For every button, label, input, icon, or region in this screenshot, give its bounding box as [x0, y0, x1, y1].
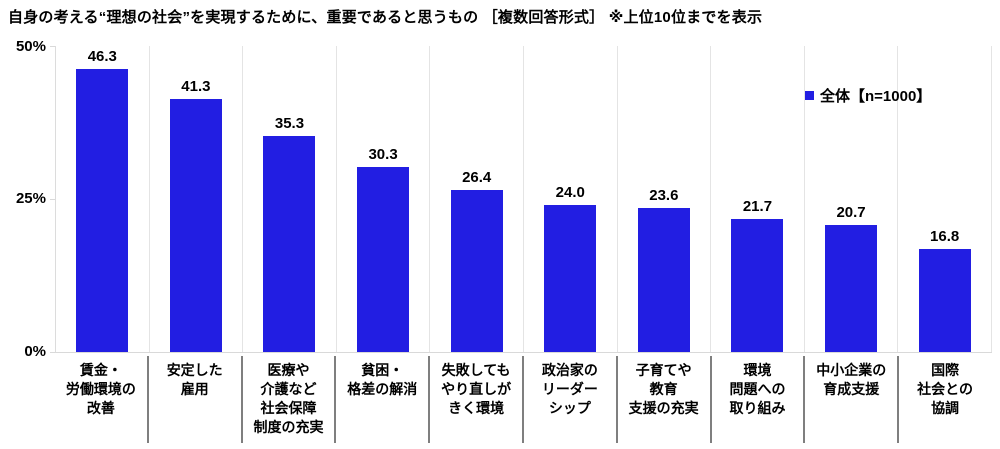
category-label: 貧困・ 格差の解消: [336, 356, 431, 443]
y-axis-tick-label-50: 50%: [15, 38, 46, 55]
bar-column: 41.3: [150, 46, 244, 352]
category-label: 子育てや 教育 支援の充実: [618, 356, 712, 443]
bar: [357, 167, 410, 352]
category-label: 中小企業の 育成支援: [805, 356, 900, 443]
bar-column: 21.7: [711, 46, 805, 352]
category-label: 賃金・ 労働環境の 改善: [55, 356, 149, 443]
bar-column: 35.3: [243, 46, 337, 352]
bar: [918, 249, 971, 352]
bar-column: 20.7: [805, 46, 899, 352]
bar-column: 26.4: [430, 46, 524, 352]
y-axis-tick-label-25: 25%: [15, 190, 46, 207]
bar-value-label: 26.4: [462, 169, 492, 186]
bar-value-label: 20.7: [836, 204, 866, 221]
bar: [169, 99, 222, 352]
category-label: 安定した 雇用: [149, 356, 243, 443]
bar-value-label: 16.8: [930, 228, 960, 245]
y-axis-tickmark: [50, 46, 56, 47]
bar: [731, 219, 784, 352]
bar-value-label: 46.3: [87, 48, 117, 65]
legend-swatch-icon: [805, 91, 814, 100]
legend: 全体【n=1000】: [805, 85, 931, 106]
bar: [450, 190, 503, 352]
category-label: 失敗しても やり直しが きく環境: [430, 356, 524, 443]
bar-column: 23.6: [618, 46, 712, 352]
bar-column: 30.3: [337, 46, 431, 352]
bar-value-label: 30.3: [368, 146, 398, 163]
bar-column: 24.0: [524, 46, 618, 352]
y-axis-tickmark: [50, 352, 56, 353]
category-label: 政治家の リーダー シップ: [524, 356, 618, 443]
bar: [76, 69, 129, 352]
bar: [637, 208, 690, 352]
chart-title: 自身の考える“理想の社会”を実現するために、重要であると思うもの ［複数回答形式…: [8, 9, 763, 26]
bar-value-label: 35.3: [274, 115, 305, 132]
category-axis-labels: 賃金・ 労働環境の 改善 安定した 雇用 医療や 介護など 社会保障 制度の充実 貧困・ 格差の解消…: [55, 356, 991, 443]
y-axis-tick-label-0: 0%: [24, 343, 46, 360]
legend-label: 全体【n=1000】: [820, 88, 932, 105]
category-label: 医療や 介護など 社会保障 制度の充実: [243, 356, 337, 443]
bar-value-label: 23.6: [649, 187, 679, 204]
category-label: 環境 問題への 取り組み: [712, 356, 806, 443]
bar-column: 46.3: [56, 46, 150, 352]
bar-value-label: 24.0: [555, 184, 585, 201]
bar-value-label: 21.7: [742, 198, 773, 215]
plot-area: 46.3 41.3 35.3 30.3 26.4 24.0 23.6 21.7 20.7 16.8: [55, 46, 992, 353]
bar-column: 16.8: [898, 46, 992, 352]
bar: [263, 136, 316, 352]
y-axis-tickmark: [50, 199, 56, 200]
bar-value-label: 41.3: [181, 78, 211, 95]
bar: [825, 225, 878, 352]
bar: [544, 205, 597, 352]
category-label: 国際 社会との 協調: [917, 362, 973, 416]
